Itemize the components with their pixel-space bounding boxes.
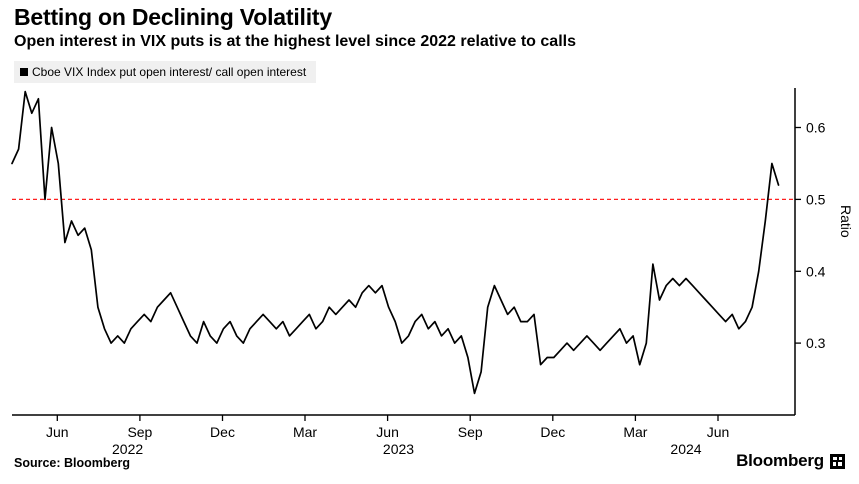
x-year-label: 2024 [670, 441, 701, 457]
x-tick-label: Jun [46, 424, 69, 440]
y-tick-label: 0.5 [806, 191, 826, 207]
source-label: Source: Bloomberg [14, 456, 130, 470]
y-axis-title: Ratio [838, 205, 854, 238]
chart-title: Betting on Declining Volatility [14, 4, 332, 30]
x-year-label: 2022 [112, 441, 143, 457]
bloomberg-logo-text: Bloomberg [736, 451, 824, 470]
legend-label: Cboe VIX Index put open interest/ call o… [32, 65, 307, 79]
x-year-label: 2023 [383, 441, 414, 457]
x-tick-label: Dec [210, 424, 235, 440]
x-tick-label: Sep [127, 424, 152, 440]
x-tick-label: Jun [707, 424, 730, 440]
x-tick-label: Mar [293, 424, 317, 440]
legend-marker-icon [20, 68, 28, 76]
y-tick-label: 0.4 [806, 263, 826, 279]
x-tick-label: Mar [623, 424, 647, 440]
y-tick-label: 0.6 [806, 120, 826, 136]
bloomberg-logo-icon [830, 453, 845, 469]
y-tick-label: 0.3 [806, 335, 826, 351]
x-tick-label: Sep [458, 424, 483, 440]
chart-subtitle: Open interest in VIX puts is at the high… [14, 33, 576, 50]
series-line [11, 90, 780, 395]
bloomberg-logo: Bloomberg [736, 451, 845, 471]
x-tick-label: Dec [540, 424, 565, 440]
legend: Cboe VIX Index put open interest/ call o… [14, 61, 317, 83]
x-tick-label: Jun [376, 424, 399, 440]
